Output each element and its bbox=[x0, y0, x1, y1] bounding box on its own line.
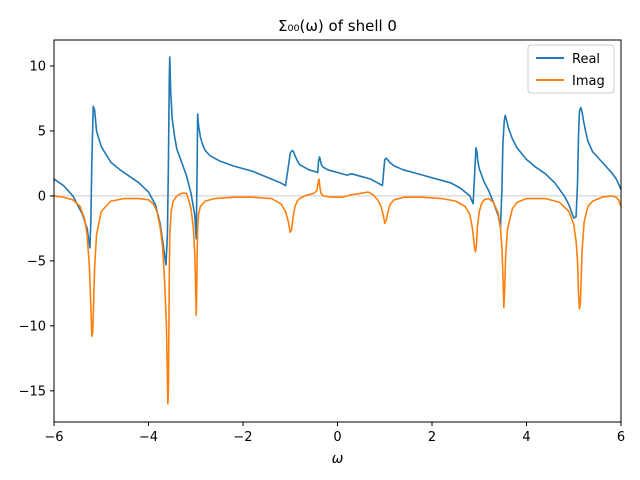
legend-label-imag: Imag bbox=[572, 74, 605, 89]
x-tick-label: −4 bbox=[139, 430, 158, 445]
x-tick-label: 6 bbox=[617, 430, 625, 445]
x-axis-ticks: −6 −4 −2 0 2 4 6 bbox=[44, 422, 625, 445]
y-axis-ticks: −15 −10 −5 0 5 10 bbox=[19, 59, 54, 399]
y-tick-label: −15 bbox=[19, 384, 46, 399]
y-tick-label: 5 bbox=[38, 124, 46, 139]
y-tick-label: −5 bbox=[27, 254, 46, 269]
series-line-real bbox=[53, 56, 622, 266]
x-tick-label: −2 bbox=[233, 430, 252, 445]
series-line-imag bbox=[53, 178, 622, 405]
legend-label-real: Real bbox=[572, 52, 600, 67]
series-layer bbox=[53, 56, 622, 405]
x-tick-label: 2 bbox=[428, 430, 436, 445]
y-tick-label: −10 bbox=[19, 319, 46, 334]
y-tick-label: 10 bbox=[29, 59, 46, 74]
chart-title: Σ₀₀(ω) of shell 0 bbox=[278, 17, 397, 35]
x-tick-label: 0 bbox=[333, 430, 341, 445]
x-tick-label: −6 bbox=[44, 430, 63, 445]
legend: Real Imag bbox=[527, 44, 615, 94]
x-axis-label: ω bbox=[332, 451, 344, 467]
y-tick-label: 0 bbox=[38, 189, 46, 204]
x-tick-label: 4 bbox=[522, 430, 530, 445]
